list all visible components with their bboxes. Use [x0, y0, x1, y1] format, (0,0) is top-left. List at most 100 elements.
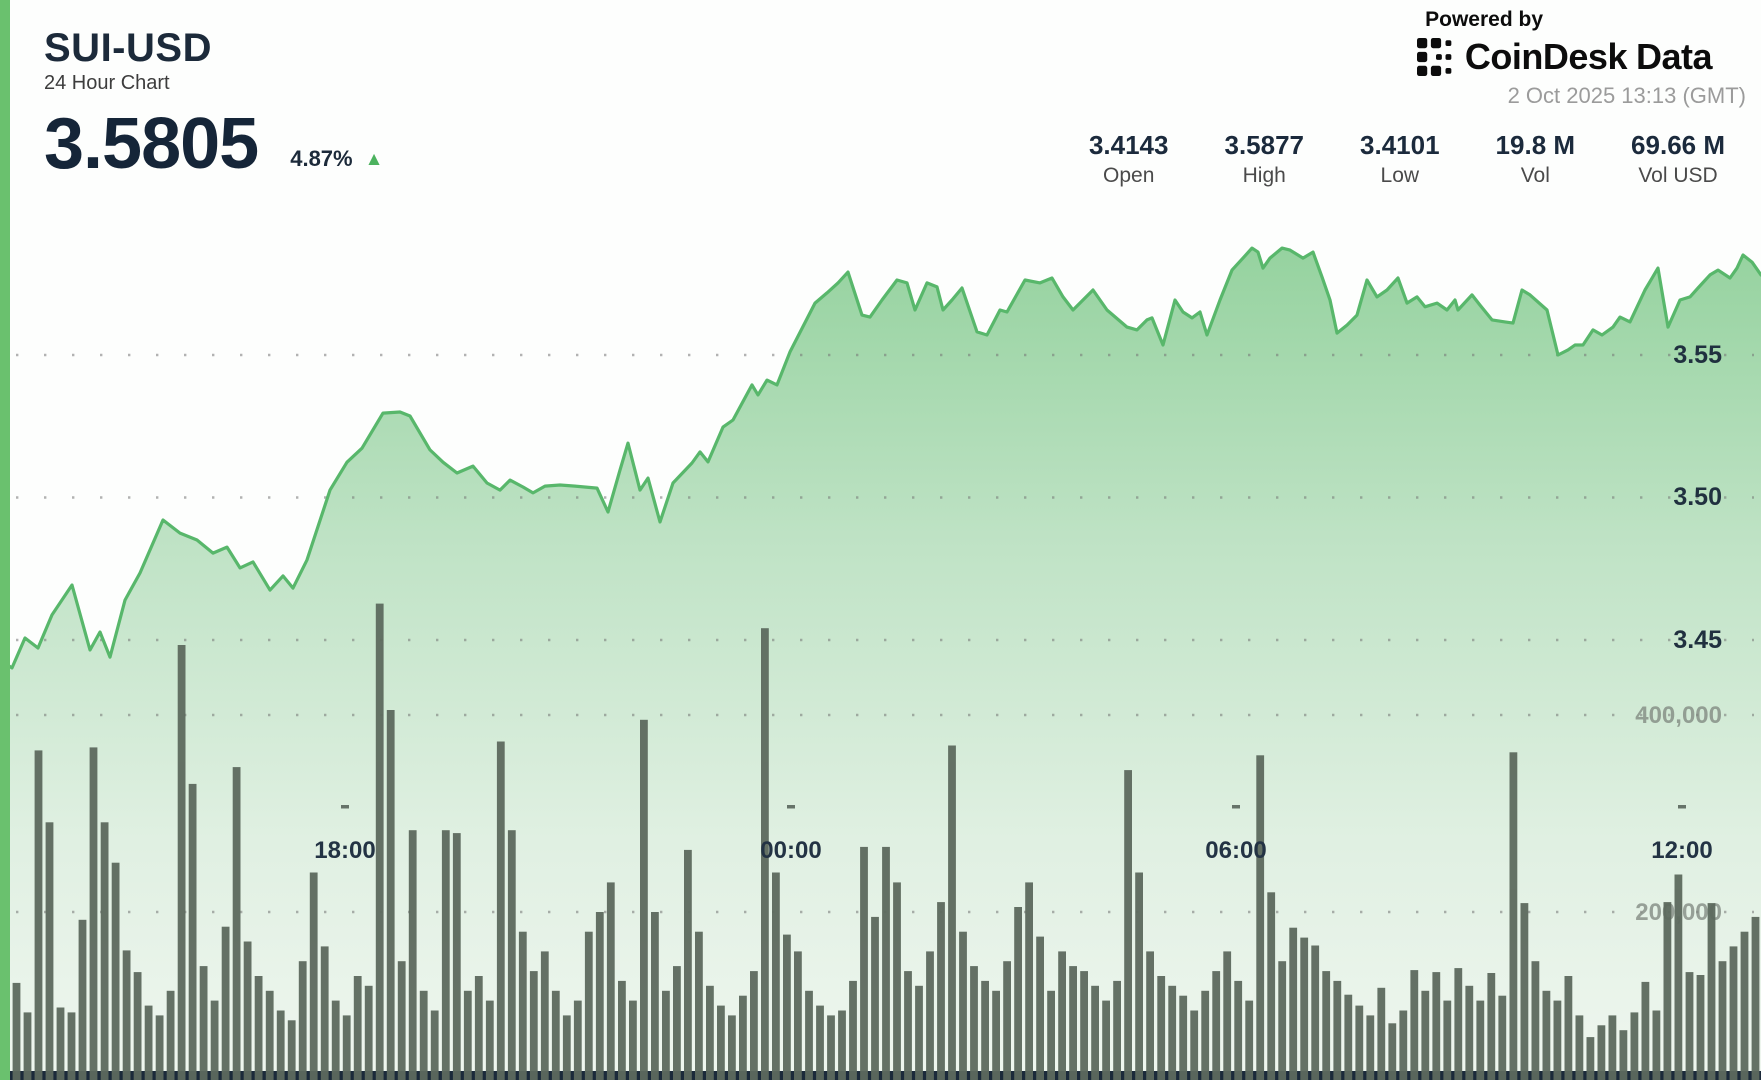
volume-bar: [1432, 972, 1441, 1080]
volume-bar: [1553, 1000, 1562, 1080]
volume-bar: [551, 990, 560, 1080]
volume-bar: [882, 846, 890, 1080]
volume-bar: [1707, 903, 1716, 1080]
volume-bar: [584, 931, 593, 1080]
volume-bar: [265, 990, 274, 1080]
volume-bar: [309, 872, 318, 1080]
price-area: [0, 248, 1761, 1080]
volume-bar: [166, 990, 175, 1080]
volume-bar: [1322, 971, 1331, 1080]
volume-bar: [1564, 976, 1573, 1080]
volume-bar: [452, 833, 461, 1080]
volume-bar: [155, 1015, 164, 1080]
volume-bar: [419, 990, 428, 1080]
price-axis-label: 3.55: [1673, 341, 1722, 369]
header: SUI-USD 24 Hour Chart: [44, 26, 212, 95]
time-tick: [1232, 805, 1240, 809]
volume-bar: [1267, 892, 1276, 1080]
volume-bar: [1190, 1010, 1199, 1080]
change-indicator: 4.87% ▲: [290, 146, 383, 172]
stat-vol-usd: 69.66 M Vol USD: [1631, 130, 1725, 188]
stat-value: 69.66 M: [1631, 130, 1725, 160]
volume-bar: [827, 1015, 835, 1080]
volume-axis-label: 400,000: [1635, 702, 1722, 729]
volume-bar: [1344, 994, 1353, 1080]
volume-bar: [496, 741, 505, 1080]
time-axis-label: 18:00: [314, 837, 375, 864]
volume-bar: [1586, 1037, 1595, 1080]
volume-bar: [1487, 973, 1496, 1080]
volume-bar: [1388, 1023, 1397, 1080]
volume-bar: [485, 1000, 494, 1080]
stat-high: 3.5877 High: [1224, 130, 1304, 188]
stat-value: 3.4101: [1360, 130, 1440, 160]
volume-bar: [221, 926, 230, 1080]
volume-bar: [430, 1010, 439, 1080]
volume-bar: [67, 1012, 76, 1080]
volume-bar: [948, 745, 956, 1080]
volume-bar: [1135, 872, 1143, 1080]
volume-bar: [23, 1012, 32, 1080]
volume-bar: [199, 966, 208, 1080]
volume-bar: [915, 985, 923, 1080]
volume-bar: [100, 822, 109, 1080]
change-percent: 4.87%: [290, 146, 353, 171]
price-axis-label: 3.50: [1673, 483, 1722, 511]
volume-bar: [188, 783, 197, 1080]
volume-bar: [981, 980, 989, 1080]
volume-bar: [1630, 1012, 1639, 1080]
last-price: 3.5805: [44, 104, 259, 184]
volume-bar: [1223, 951, 1232, 1080]
stat-vol: 19.8 M Vol: [1496, 130, 1576, 188]
volume-bar: [926, 951, 934, 1080]
time-tick: [341, 805, 349, 809]
volume-bar: [254, 976, 263, 1080]
stat-value: 19.8 M: [1495, 130, 1576, 160]
volume-bar: [1663, 902, 1672, 1080]
volume-bar: [1146, 951, 1154, 1080]
volume-bar: [1245, 1000, 1254, 1080]
volume-bar: [728, 1015, 736, 1080]
volume-bar: [1465, 985, 1474, 1080]
volume-bar: [1476, 1000, 1485, 1080]
time-tick: [787, 805, 795, 809]
volume-bar: [893, 882, 901, 1080]
volume-bar: [1355, 1005, 1364, 1080]
volume-bar: [540, 951, 549, 1080]
volume-bar: [331, 1000, 340, 1080]
volume-bar: [78, 919, 87, 1080]
volume-bar: [684, 849, 692, 1080]
volume-bar: [1377, 987, 1386, 1080]
coindesk-logo[interactable]: CoinDesk Data: [1416, 36, 1713, 78]
volume-bar: [1575, 1015, 1584, 1080]
volume-bar: [849, 980, 857, 1080]
volume-bar: [695, 931, 703, 1080]
volume-bar: [474, 976, 483, 1080]
volume-bar: [298, 961, 307, 1080]
volume-bar: [871, 916, 879, 1080]
volume-bar: [34, 750, 43, 1080]
volume-bar: [992, 990, 1000, 1080]
volume-bar: [1201, 990, 1210, 1080]
volume-bar: [904, 971, 912, 1080]
volume-bar: [133, 972, 142, 1080]
stat-label: Vol USD: [1638, 164, 1718, 188]
volume-bar: [1256, 755, 1265, 1080]
powered-by-block: Powered by CoinDes: [1416, 8, 1746, 109]
volume-bar: [1366, 1015, 1375, 1080]
volume-bar: [1696, 975, 1705, 1080]
bottom-strip: [0, 1071, 1761, 1080]
volume-bar: [717, 1005, 725, 1080]
volume-bar: [111, 862, 120, 1080]
volume-bar: [772, 872, 780, 1080]
volume-bar: [397, 961, 406, 1080]
stat-label: Low: [1380, 164, 1420, 188]
volume-bar: [1751, 916, 1760, 1080]
volume-bar: [1179, 995, 1188, 1080]
stat-value: 3.5877: [1224, 130, 1305, 160]
volume-bar: [629, 1000, 637, 1080]
volume-bar: [1674, 874, 1683, 1080]
volume-bar: [606, 882, 615, 1080]
